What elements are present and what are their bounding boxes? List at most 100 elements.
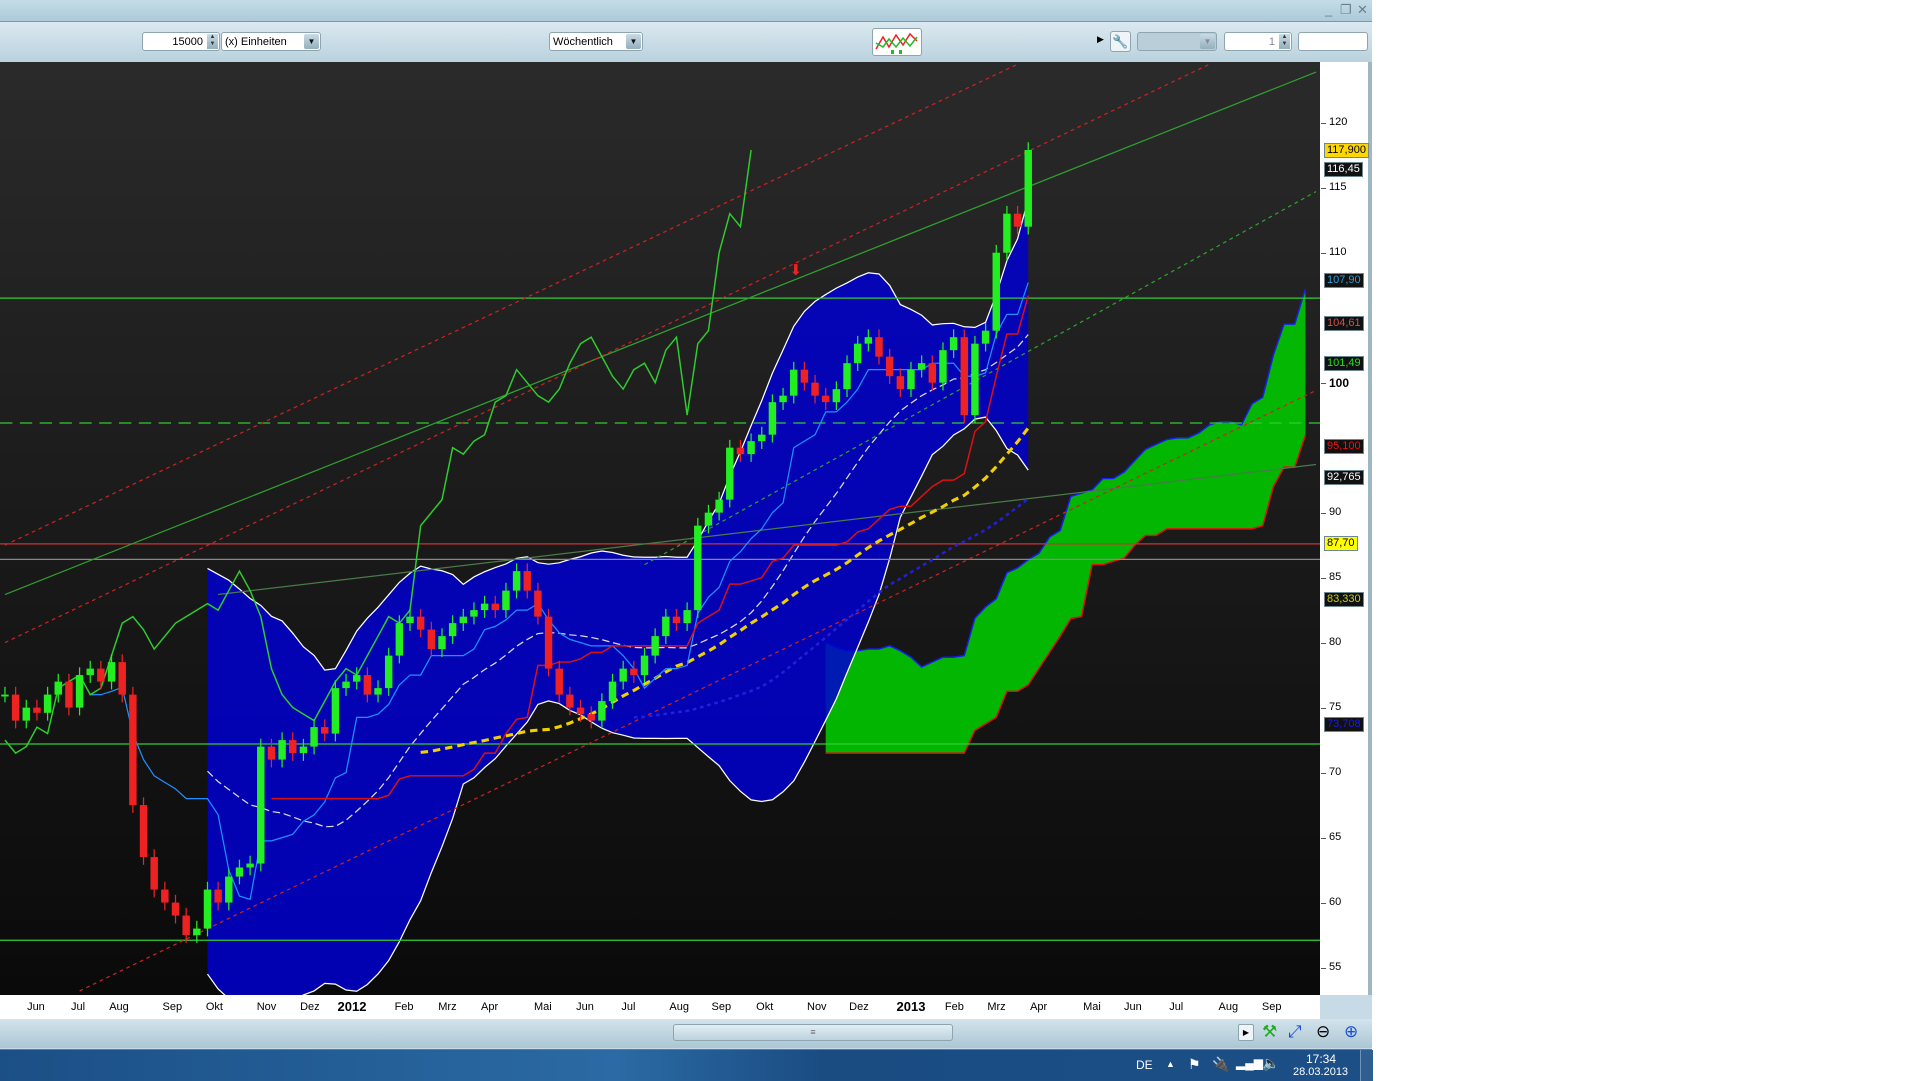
zoom-in-icon[interactable]: ⊕ [1344, 1022, 1359, 1041]
chart-canvas[interactable]: ⬇ [0, 62, 1320, 1013]
count-stepper[interactable]: ▲ ▼ [1279, 34, 1290, 49]
scroll-right-icon[interactable]: ▶ [1238, 1024, 1254, 1041]
candle-body [75, 675, 84, 708]
quantity-stepper[interactable]: ▲ ▼ [207, 34, 218, 49]
candle-body [630, 668, 638, 676]
price-value-tag: 116,45 [1324, 161, 1363, 177]
date-tick-label: Jun [27, 1001, 45, 1013]
show-hidden-icons[interactable]: ▲ [1166, 1059, 1175, 1069]
candle-body [470, 610, 478, 617]
candle-body [33, 707, 41, 713]
candle-body [448, 623, 457, 637]
trend-line [79, 389, 1317, 992]
minimize-button[interactable]: _ [1325, 2, 1333, 17]
count-input[interactable]: 1 ▲ ▼ [1224, 32, 1292, 51]
price-tick-label: 85 [1320, 570, 1342, 583]
price-value-tag: 95,100 [1324, 439, 1364, 455]
volume-icon[interactable]: 🔈 [1262, 1055, 1280, 1071]
candle-body [747, 441, 755, 455]
chart-scrollbar[interactable]: ≡ ▶ ⚒ ⤢ ⊖ ⊕ [0, 1019, 1372, 1048]
date-tick-label: Jun [1123, 1001, 1142, 1013]
zoom-fit-icon[interactable]: ⤢ [1288, 1022, 1302, 1041]
panel-expand-arrow[interactable]: ▶ [1097, 34, 1104, 44]
clock-time[interactable]: 17:34 [1306, 1052, 1337, 1066]
date-tick-label: 2013 [896, 999, 926, 1014]
chart-settings-icon[interactable]: ⚒ [1262, 1022, 1278, 1041]
zoom-out-icon[interactable]: ⊖ [1316, 1022, 1331, 1041]
chevron-down-icon: ▼ [1200, 34, 1215, 49]
candle-body [598, 701, 606, 721]
wrench-icon[interactable]: 🔧 [1110, 31, 1131, 52]
candle-body [672, 616, 681, 624]
date-tick-label: 2012 [337, 999, 367, 1014]
candle-body [640, 655, 649, 676]
network-signal-icon[interactable]: ▂▄▆ [1236, 1056, 1263, 1070]
quantity-input[interactable]: 15000 ▲ ▼ [142, 32, 220, 51]
text-input[interactable] [1298, 32, 1368, 51]
price-value-tag: 92,765 [1324, 469, 1364, 485]
restore-button[interactable]: ❐ [1340, 2, 1352, 17]
date-axis[interactable]: Jun Jul Aug Sep Okt Nov Dez 2012 Feb Mrz Apr Mai Jun… [0, 995, 1320, 1020]
candle-body [150, 857, 158, 890]
candle-body [896, 376, 905, 390]
show-desktop-button[interactable] [1360, 1050, 1373, 1081]
date-tick-label: Sep [711, 1001, 732, 1013]
close-button[interactable]: ✕ [1357, 2, 1368, 17]
candle-body [427, 629, 436, 650]
candle-body [907, 369, 915, 390]
date-tick-label: Sep [1261, 1001, 1282, 1013]
indicator-chart-button[interactable] [872, 28, 922, 56]
price-chart[interactable]: ⬇ [0, 62, 1320, 1013]
date-tick-label: Jul [1169, 1001, 1184, 1013]
candle-body [278, 740, 286, 760]
candle-body [885, 356, 894, 377]
action-center-flag-icon[interactable]: ⚑ [1188, 1056, 1201, 1072]
scrollbar-thumb[interactable]: ≡ [673, 1024, 953, 1041]
date-tick-label: Jun [576, 1001, 594, 1013]
candle-body [736, 447, 745, 455]
taskbar: DE ▲ ⚑ 🔌 ▂▄▆ 🔈 17:34 28.03.2013 [0, 1049, 1373, 1081]
unit-select[interactable]: (x) Einheiten ▼ [221, 32, 321, 51]
date-tick-label: Jul [71, 1001, 86, 1013]
candle-body [566, 694, 574, 708]
clock-date[interactable]: 28.03.2013 [1293, 1066, 1349, 1078]
candle-body [811, 382, 819, 396]
candle-body [321, 727, 329, 734]
language-indicator[interactable]: DE [1136, 1058, 1153, 1072]
power-icon[interactable]: 🔌 [1212, 1056, 1230, 1072]
date-tick-label: Aug [109, 1001, 129, 1013]
candle-body [726, 447, 734, 500]
moving-average-60-line [633, 497, 1030, 719]
price-value-tag: 87,70 [1324, 535, 1358, 551]
candle-body [534, 590, 542, 617]
candle-body [800, 369, 809, 383]
candle-body [928, 363, 937, 383]
trend-line [218, 463, 1317, 596]
candle-body [523, 571, 531, 591]
candle-body [1003, 213, 1011, 253]
candle-body [1, 694, 9, 697]
disabled-select[interactable]: ▼ [1137, 32, 1217, 51]
date-tick-label: Sep [162, 1001, 183, 1013]
trend-line [4, 63, 1018, 546]
candle-body [22, 707, 30, 721]
candle-body [790, 369, 798, 396]
chevron-down-icon[interactable]: ▼ [626, 34, 641, 49]
candle-body [1013, 213, 1022, 227]
date-tick-label: Apr [1030, 1001, 1048, 1013]
price-axis[interactable]: 120 115 110 100 90 85 80 75 70 65 60 55 117,900 116,4… [1320, 62, 1372, 995]
period-select[interactable]: Wöchentlich ▼ [549, 32, 643, 51]
candle-body [949, 337, 958, 351]
candle-body [416, 616, 425, 630]
unit-select-value: (x) Einheiten [225, 36, 287, 48]
chevron-down-icon[interactable]: ▼ [304, 34, 319, 49]
grip-icon: ≡ [810, 1027, 816, 1037]
candle-body [395, 623, 404, 656]
candle-body [960, 337, 968, 416]
chikou-span-line [4, 149, 752, 755]
candle-body [832, 389, 841, 403]
price-value-tag: 104,61 [1324, 315, 1364, 331]
candle-body [683, 610, 691, 624]
kijun-sen-line [271, 295, 1029, 800]
tenkan-sen-line [90, 282, 1029, 901]
